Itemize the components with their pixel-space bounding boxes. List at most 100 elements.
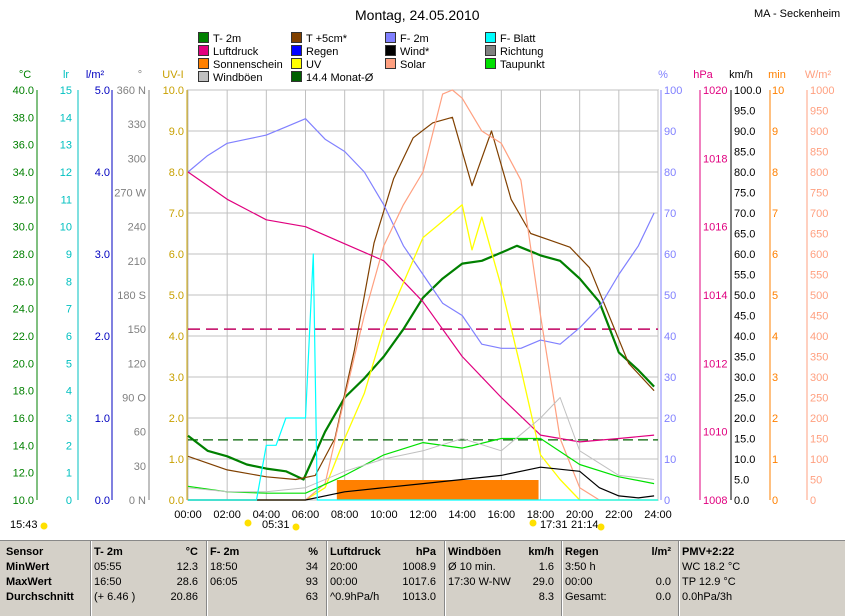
summary-row: TP 12.9 °C <box>682 575 802 590</box>
wm2-tick: 350 <box>810 352 828 364</box>
weather-chart: 00:00 02:00 04:00 06:00 08:00 10:00 12:00 14:00… <box>10 69 834 531</box>
kmh-tick: 10.0 <box>734 454 755 466</box>
legend-item: F- 2m <box>385 32 429 46</box>
summary-header-label: Sensor <box>6 546 44 558</box>
summary-row-value: 1.6 <box>538 561 554 573</box>
wm2-tick: 300 <box>810 372 828 384</box>
wm2-tick: 50 <box>810 475 822 487</box>
legend-label: T +5cm* <box>306 33 348 45</box>
legend-item: Windböen <box>198 71 263 85</box>
legend-label: UV <box>306 59 322 71</box>
summary-row: 17:30 W-NW 29.0 <box>448 575 558 590</box>
kmh-tick: 5.0 <box>734 475 749 487</box>
uv-tick: 7.0 <box>169 208 184 220</box>
summary-row: 20:00 1008.9 <box>330 560 440 575</box>
sun-marker-icon <box>244 519 252 527</box>
rain-tick: 4.0 <box>95 167 110 179</box>
sun-marker-icon <box>40 522 48 530</box>
hum-tick: 40 <box>664 331 676 343</box>
lr-tick: 4 <box>66 386 72 398</box>
lr-tick: 15 <box>60 85 72 97</box>
dir-tick: 90 O <box>122 393 146 405</box>
summary-panel: Sensor MinWert MaxWert Durchschnitt T- 2m °C 0… <box>0 540 845 616</box>
summary-row-label: 00:00 <box>330 576 358 588</box>
legend-label: Luftdruck <box>213 46 259 58</box>
legend-item: T- 2m <box>198 32 241 46</box>
hum-tick: 100 <box>664 85 682 97</box>
summary-row: 3:50 h <box>565 560 675 575</box>
temp-tick: 32.0 <box>13 194 34 206</box>
summary-column: Sensor MinWert MaxWert Durchschnitt <box>6 545 92 605</box>
summary-row-label: MaxWert <box>6 576 52 588</box>
rain-tick: 5.0 <box>95 85 110 97</box>
summary-row-value: 8.3 <box>538 591 554 603</box>
summary-row-label: TP 12.9 °C <box>682 576 736 588</box>
lr-tick: 13 <box>60 140 72 152</box>
uv-tick: 3.0 <box>169 372 184 384</box>
summary-row-label: ^0.9hPa/h <box>330 591 380 603</box>
summary-column: Regen l/m² 3:50 h 00:00 0.0 Gesamt: 0.0 <box>565 545 675 605</box>
legend-label: F- Blatt <box>500 33 536 45</box>
series-line <box>187 244 655 481</box>
lr-tick: 9 <box>66 249 72 261</box>
x-tick-label: 20:00 <box>566 509 594 521</box>
summary-column: Windböen km/h Ø 10 min. 1.6 17:30 W-NW 29.0 8.… <box>448 545 558 603</box>
summary-header: PMV+2:22 <box>682 545 802 560</box>
legend-swatch <box>385 58 396 69</box>
dir-tick: 270 W <box>114 188 146 200</box>
x-tick-label: 06:00 <box>292 509 320 521</box>
summary-separator <box>326 541 328 616</box>
summary-row-value: 29.0 <box>532 576 554 588</box>
hum-tick: 10 <box>664 454 676 466</box>
summary-row: 18:50 34 <box>210 560 322 575</box>
lr-tick: 7 <box>66 304 72 316</box>
lr-tick: 8 <box>66 276 72 288</box>
legend-label: T- 2m <box>213 33 242 45</box>
summary-column: T- 2m °C 05:55 12.3 16:50 28.6 (+ 6.46 ) 20.86 <box>94 545 202 605</box>
dir-tick: 60 <box>134 427 146 439</box>
wm2-tick: 100 <box>810 454 828 466</box>
min-tick: 6 <box>772 249 778 261</box>
summary-row-value: 20.86 <box>170 591 198 603</box>
x-tick-label: 24:00 <box>644 509 672 521</box>
uv-tick: 8.0 <box>169 167 184 179</box>
lr-tick: 14 <box>60 112 72 124</box>
min-tick: 8 <box>772 167 778 179</box>
temp-tick: 14.0 <box>13 440 34 452</box>
summary-header-label: Luftdruck <box>330 546 381 558</box>
summary-header-unit: l/m² <box>651 546 671 558</box>
series-line <box>187 171 655 443</box>
axis-header: lr <box>63 69 69 81</box>
summary-row: 06:05 93 <box>210 575 322 590</box>
wm2-tick: 700 <box>810 208 828 220</box>
min-tick: 0 <box>772 495 778 507</box>
x-tick-label: 14:00 <box>448 509 476 521</box>
summary-header: Regen l/m² <box>565 545 675 560</box>
legend-label: Taupunkt <box>500 59 545 71</box>
wm2-tick: 150 <box>810 434 828 446</box>
dir-tick: 240 <box>128 222 146 234</box>
rain-tick: 3.0 <box>95 249 110 261</box>
temp-tick: 20.0 <box>13 358 34 370</box>
legend-swatch <box>291 32 302 43</box>
hpa-tick: 1010 <box>703 427 727 439</box>
temp-tick: 36.0 <box>13 140 34 152</box>
legend-swatch <box>385 32 396 43</box>
x-tick-label: 04:00 <box>253 509 281 521</box>
lr-tick: 12 <box>60 167 72 179</box>
series-line <box>187 437 655 494</box>
series-line <box>187 116 655 481</box>
sun-event-left: 15:43 <box>10 519 38 531</box>
kmh-tick: 30.0 <box>734 372 755 384</box>
summary-row-label: Durchschnitt <box>6 591 74 603</box>
axis-header: l/m² <box>86 69 105 81</box>
wm2-tick: 1000 <box>810 85 834 97</box>
summary-row: 00:00 0.0 <box>565 575 675 590</box>
hum-tick: 0 <box>664 495 670 507</box>
uv-tick: 1.0 <box>169 454 184 466</box>
min-tick: 4 <box>772 331 778 343</box>
summary-separator <box>206 541 208 616</box>
axis-header: % <box>658 69 668 81</box>
summary-row: 0.0hPa/3h <box>682 590 802 605</box>
summary-separator <box>90 541 92 616</box>
